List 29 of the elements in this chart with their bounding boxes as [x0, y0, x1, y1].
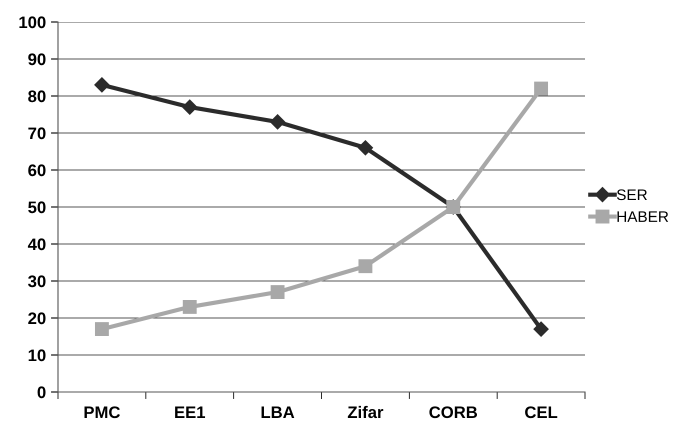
legend-label: HABER	[617, 211, 668, 222]
point	[270, 285, 285, 300]
point	[270, 114, 286, 130]
point	[182, 100, 198, 115]
point	[534, 82, 548, 96]
point	[534, 322, 549, 337]
y-tick-label: 50	[28, 201, 46, 214]
point	[94, 77, 110, 92]
point	[182, 300, 197, 314]
y-tick-label: 100	[19, 16, 46, 28]
y-tick-label: 10	[28, 349, 46, 362]
x-tick-label: Zifar	[348, 406, 384, 418]
y-tick-label: 90	[28, 53, 46, 66]
y-tick-label: 30	[28, 275, 46, 288]
point	[358, 259, 372, 274]
y-tick-label: 40	[28, 238, 46, 250]
y-tick-label: 80	[28, 90, 46, 102]
x-tick-label: CEL	[525, 406, 558, 418]
point	[94, 322, 109, 336]
x-tick-label: LBA	[262, 406, 294, 418]
legend-label: SER	[616, 189, 647, 200]
x-tick-label: EE1	[175, 406, 206, 418]
y-tick-label: 60	[28, 164, 46, 176]
x-tick-label: PMC	[84, 406, 120, 418]
point	[358, 140, 373, 156]
x-tick-label: CORB	[429, 406, 478, 418]
y-tick-label: 20	[28, 312, 46, 324]
y-tick-label: 70	[28, 127, 46, 140]
y-tick-label: 0	[38, 386, 46, 398]
